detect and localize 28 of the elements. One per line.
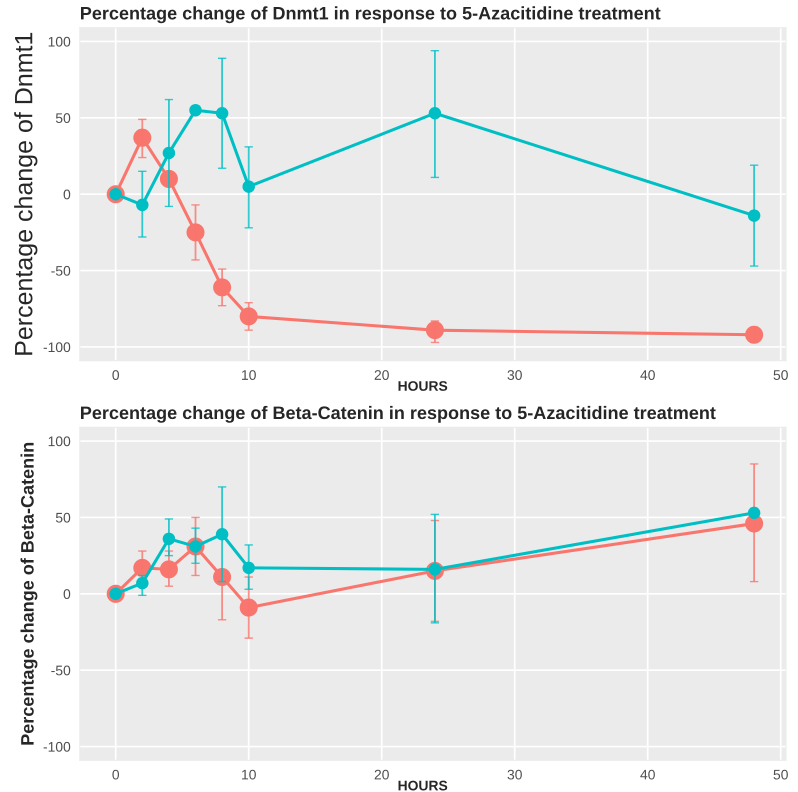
x-tick-label: 30 bbox=[508, 770, 522, 780]
x-tick-label: 10 bbox=[242, 770, 256, 780]
y-tick-label: -100 bbox=[44, 742, 70, 752]
chart-title: Percentage change of Beta-Catenin in response to 5-Azacitidine treatment bbox=[81, 406, 716, 423]
y-tick-label: 0 bbox=[64, 589, 70, 599]
x-tick-label: 0 bbox=[112, 770, 120, 780]
chart-title: Percentage change of Dnmt1 in response to 5-Azacitidine treatment bbox=[81, 6, 660, 24]
y-tick-label: 0 bbox=[64, 190, 70, 200]
y-tick-label: -100 bbox=[44, 342, 70, 352]
x-tick-label: 50 bbox=[774, 770, 788, 780]
y-tick-label: 50 bbox=[56, 512, 70, 523]
y-axis-title: Percentage change of Dnmt1 bbox=[14, 32, 38, 355]
x-axis-title: HOURS bbox=[398, 381, 448, 391]
y-axis-title: Percentage change of Beta-Catenin bbox=[20, 442, 38, 745]
x-tick-label: 10 bbox=[242, 370, 256, 380]
y-tick-label: -50 bbox=[51, 266, 70, 276]
y-tick-label: -50 bbox=[51, 666, 70, 676]
y-tick-label: 50 bbox=[56, 113, 70, 124]
y-tick-label: 100 bbox=[48, 36, 70, 47]
x-tick-label: 40 bbox=[640, 370, 655, 380]
y-tick-label: 100 bbox=[48, 436, 70, 446]
x-axis-title: HOURS bbox=[398, 780, 448, 790]
x-tick-label: 50 bbox=[774, 370, 788, 380]
x-tick-label: 0 bbox=[112, 370, 120, 380]
x-tick-label: 20 bbox=[374, 370, 389, 380]
x-tick-label: 20 bbox=[374, 770, 389, 780]
x-tick-label: 30 bbox=[508, 370, 522, 380]
x-tick-label: 40 bbox=[640, 770, 655, 780]
